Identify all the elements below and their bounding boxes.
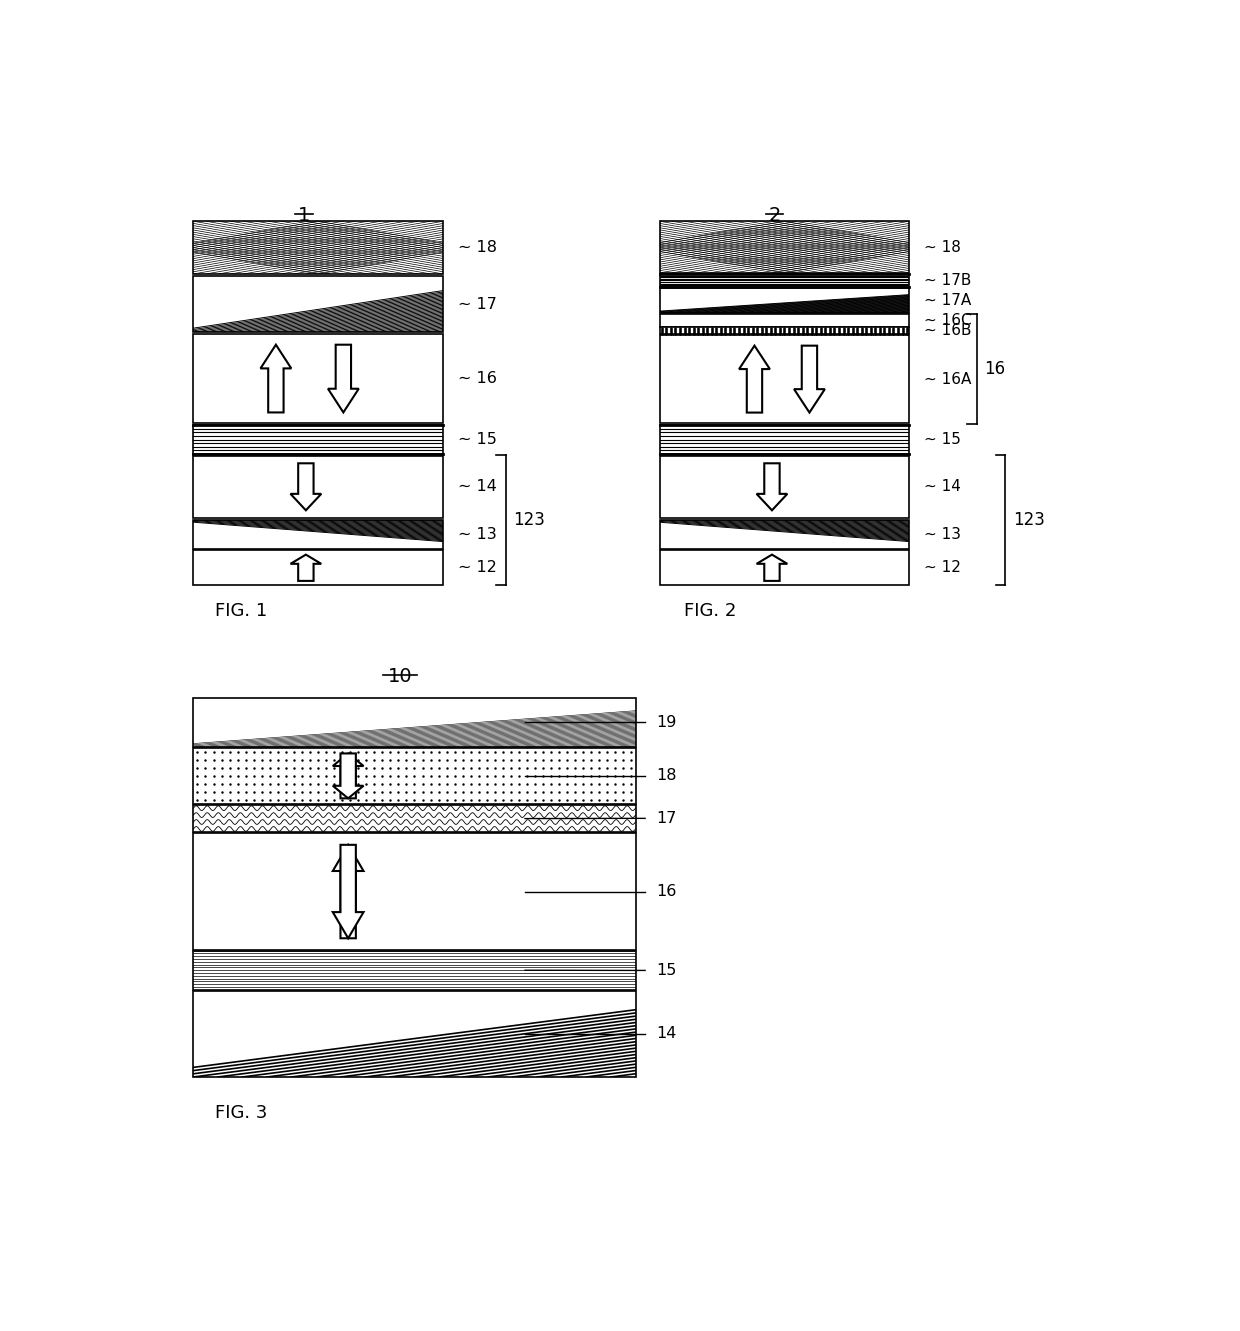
Text: 123: 123 [1013,511,1045,530]
Bar [193,519,444,548]
Text: 18: 18 [657,768,677,784]
FancyArrow shape [756,555,787,580]
Bar [193,950,635,990]
Bar [660,457,909,518]
FancyArrow shape [290,555,321,580]
Text: 2: 2 [769,206,781,225]
Bar [193,221,444,274]
Text: ∼ 17B: ∼ 17B [924,273,971,287]
Bar [193,551,444,586]
FancyArrow shape [739,346,770,413]
Bar [660,274,909,286]
Bar [193,276,444,333]
Text: 16: 16 [985,361,1006,378]
FancyArrow shape [327,345,358,413]
Text: ∼ 18: ∼ 18 [924,240,961,254]
Bar [193,805,635,832]
Text: 123: 123 [513,511,546,530]
Bar [660,335,909,423]
FancyArrow shape [794,346,825,413]
Text: ∼ 17: ∼ 17 [458,297,496,311]
Text: ∼ 17A: ∼ 17A [924,293,971,307]
Text: ∼ 14: ∼ 14 [458,479,496,494]
Text: FIG. 2: FIG. 2 [684,602,737,620]
Text: FIG. 1: FIG. 1 [216,602,268,620]
Bar [660,287,909,313]
Text: ∼ 15: ∼ 15 [458,433,496,447]
Text: ∼ 16A: ∼ 16A [924,371,971,386]
Bar [193,457,444,518]
FancyArrow shape [332,753,363,799]
FancyArrow shape [332,753,363,799]
Text: 16: 16 [657,884,677,898]
Text: ∼ 16C: ∼ 16C [924,313,971,327]
Text: 17: 17 [657,811,677,825]
Text: 14: 14 [657,1026,677,1041]
Text: ∼ 18: ∼ 18 [458,241,497,256]
Text: ∼ 13: ∼ 13 [458,527,496,542]
FancyArrow shape [332,845,363,938]
FancyArrow shape [290,463,321,510]
Text: FIG. 3: FIG. 3 [216,1103,268,1122]
FancyArrow shape [260,345,291,413]
Bar [660,327,909,334]
Text: ∼ 16: ∼ 16 [458,371,496,386]
Bar [193,425,444,454]
Text: ∼ 12: ∼ 12 [924,560,961,575]
Text: 10: 10 [388,667,413,685]
Text: ∼ 15: ∼ 15 [924,433,961,447]
Text: 19: 19 [657,715,677,729]
Bar [193,748,635,804]
Text: ∼ 12: ∼ 12 [458,560,496,575]
Bar [660,425,909,454]
Bar [660,314,909,326]
Bar [193,697,635,747]
Bar [660,551,909,586]
Bar [193,334,444,423]
Bar [660,221,909,273]
Text: 1: 1 [298,206,310,225]
Text: ∼ 16B: ∼ 16B [924,323,971,338]
Bar [193,833,635,950]
FancyArrow shape [332,845,363,938]
Bar [193,990,635,1077]
Text: ∼ 13: ∼ 13 [924,527,961,542]
Text: ∼ 14: ∼ 14 [924,479,961,494]
Text: 15: 15 [657,962,677,978]
FancyArrow shape [756,463,787,510]
Bar [660,519,909,548]
